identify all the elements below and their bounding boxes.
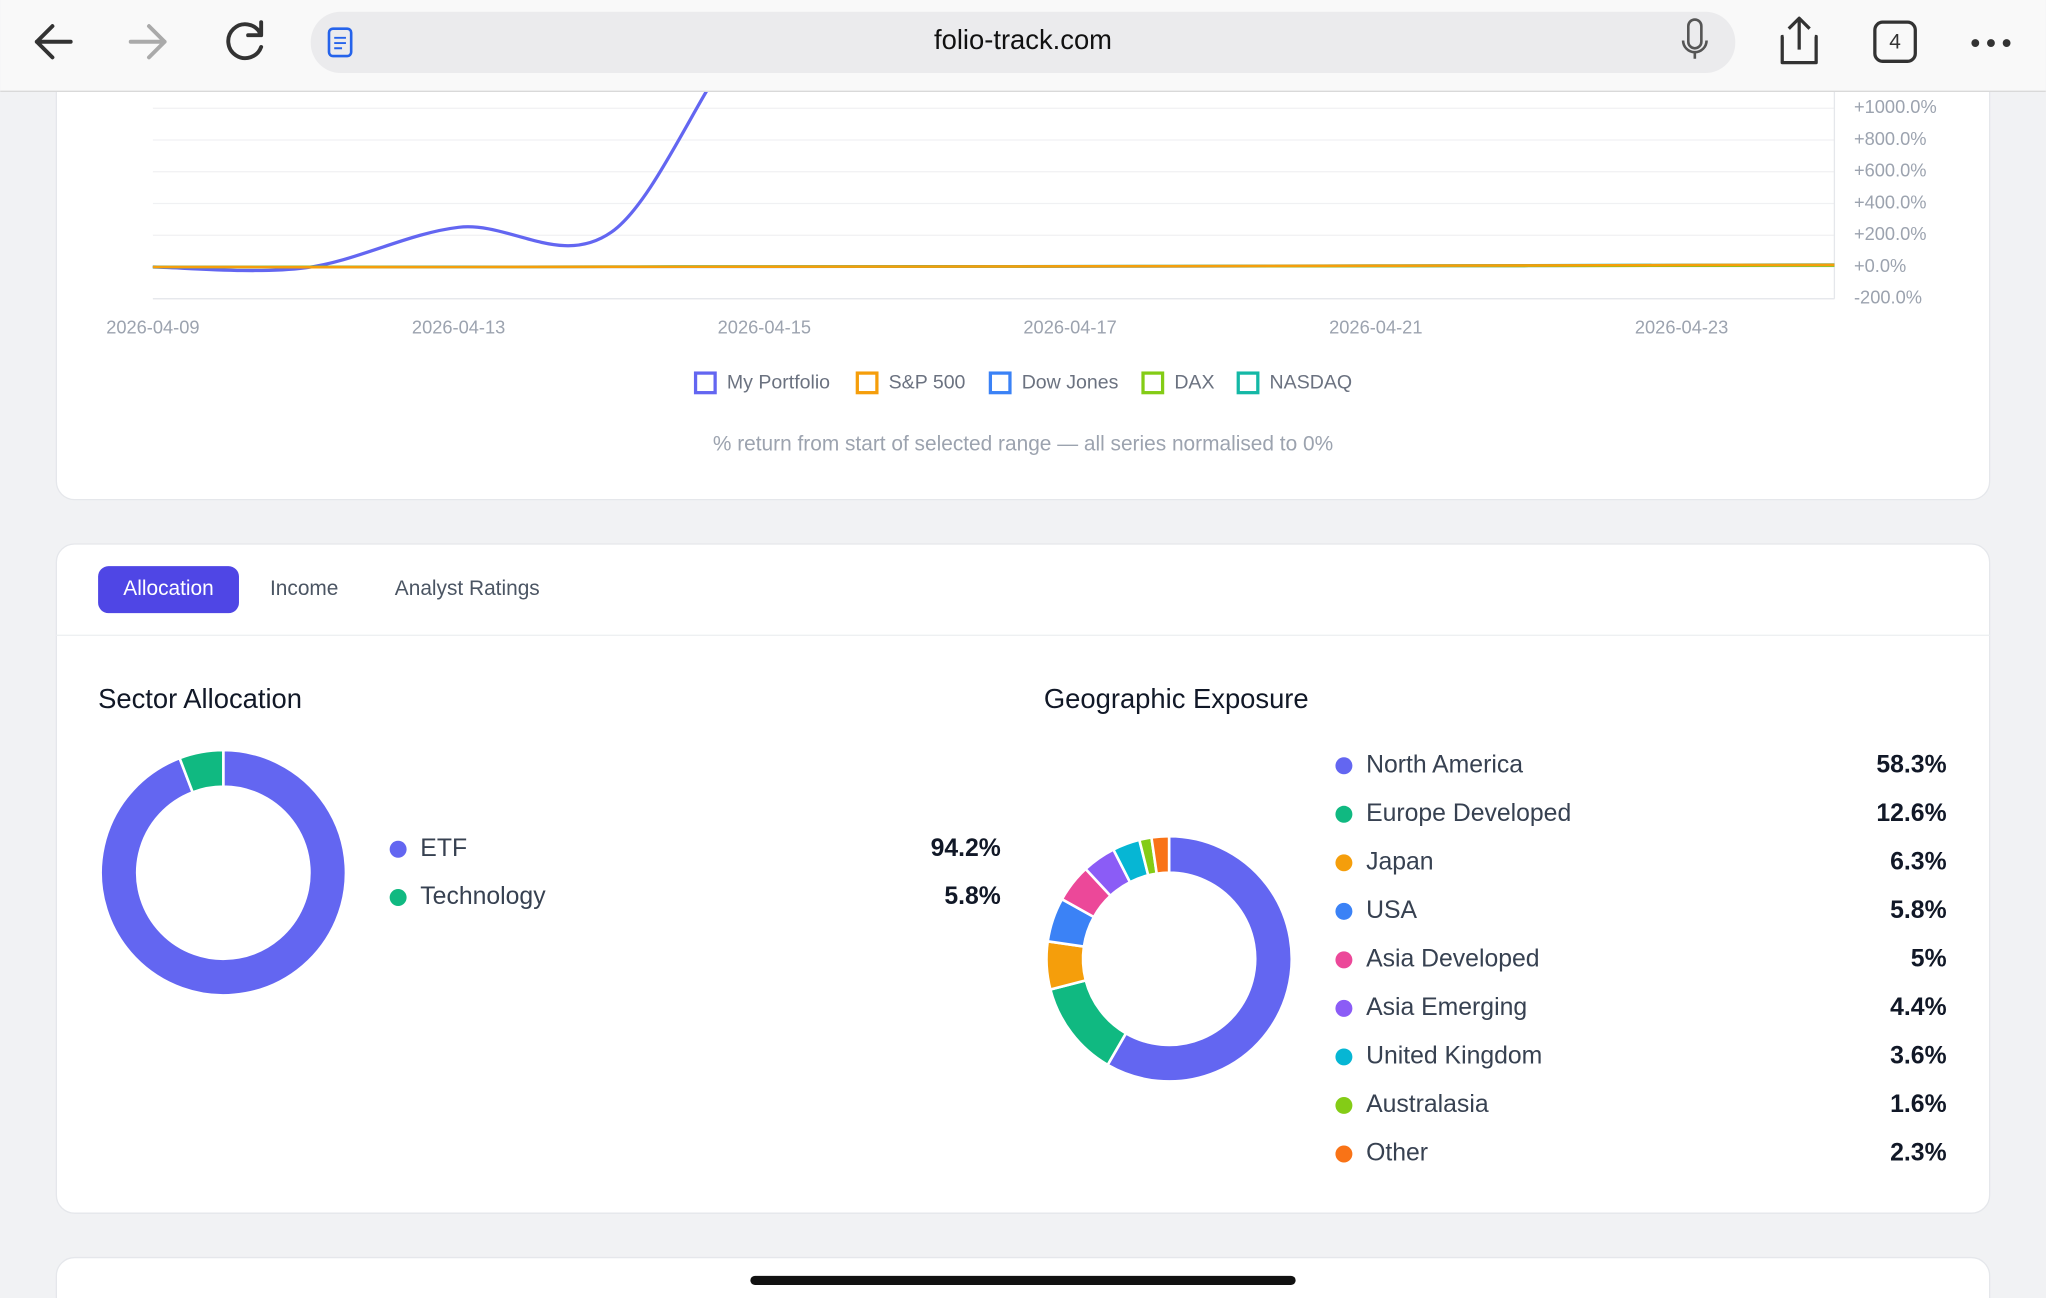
value-label: 5% xyxy=(1911,945,1947,972)
legend-dot xyxy=(1335,1145,1353,1163)
legend-dot xyxy=(1335,757,1353,775)
legend-swatch xyxy=(1236,371,1260,395)
tab[interactable]: Allocation xyxy=(123,577,213,600)
value-label: 6.3% xyxy=(1890,848,1946,875)
value-label: 12.6% xyxy=(1876,800,1946,827)
value-label: 2.3% xyxy=(1890,1140,1946,1167)
plot xyxy=(152,91,1835,273)
legend-dot xyxy=(1335,805,1353,823)
legend-dot xyxy=(1335,951,1353,969)
legend-swatch xyxy=(693,371,717,395)
value-label: 5.8% xyxy=(1890,897,1946,924)
legend-label: ETF xyxy=(420,835,467,862)
page-icon-lines xyxy=(334,36,346,50)
address-bar[interactable] xyxy=(310,11,1736,74)
y-tick-label: +400.0% xyxy=(1854,191,1927,212)
legend-label: Japan xyxy=(1366,848,1433,875)
legend-label: DAX xyxy=(1174,372,1214,394)
sector-title: Sector Allocation xyxy=(98,683,302,714)
x-tick-label: 2026-04-23 xyxy=(1635,317,1728,338)
value-label: 3.6% xyxy=(1890,1042,1946,1069)
tabs-button[interactable] xyxy=(1873,20,1917,63)
forward-button[interactable] xyxy=(128,24,167,60)
x-tick-label: 2026-04-21 xyxy=(1329,317,1422,338)
legend-swatch xyxy=(1141,371,1165,395)
legend-label: Australasia xyxy=(1366,1091,1489,1118)
home-indicator xyxy=(750,1275,1296,1285)
legend-swatch xyxy=(988,371,1012,395)
tab-count: 4 xyxy=(1889,31,1901,54)
legend-label: NASDAQ xyxy=(1270,372,1353,394)
url: folio-track.com xyxy=(934,24,1112,55)
geo-title: Geographic Exposure xyxy=(1044,683,1309,714)
legend-dot xyxy=(1335,1048,1353,1066)
legend-dot xyxy=(1335,854,1353,872)
y-tick-label: +600.0% xyxy=(1854,160,1927,181)
legend-dot xyxy=(1335,902,1353,920)
donut-segment xyxy=(99,748,348,997)
legend-dot xyxy=(389,840,407,858)
share-button[interactable] xyxy=(1780,16,1818,65)
legend-label: USA xyxy=(1366,897,1417,924)
mic-button[interactable] xyxy=(1681,18,1708,59)
legend-swatch xyxy=(855,371,879,395)
y-tick-label: +800.0% xyxy=(1854,128,1927,149)
value-label: 58.3% xyxy=(1876,751,1946,778)
legend-label: United Kingdom xyxy=(1366,1042,1542,1069)
legend-label: Asia Emerging xyxy=(1366,994,1527,1021)
legend-label: Technology xyxy=(420,883,546,910)
y-tick-label: +200.0% xyxy=(1854,223,1927,244)
tab[interactable]: Income xyxy=(270,577,338,600)
chart-layer: Allocation Income Analyst Ratings -200.0% +0… xyxy=(98,91,1947,1167)
legend-label: Europe Developed xyxy=(1366,800,1571,827)
legend-label: Other xyxy=(1366,1140,1428,1167)
value-label: 1.6% xyxy=(1890,1091,1946,1118)
donut-segment xyxy=(1105,834,1294,1083)
y-tick-label: +1000.0% xyxy=(1854,96,1937,117)
y-tick-label: +0.0% xyxy=(1854,255,1906,276)
value-label: 5.8% xyxy=(944,883,1000,910)
value-label: 4.4% xyxy=(1890,994,1946,1021)
x-tick-label: 2026-04-09 xyxy=(106,317,199,338)
x-tick-label: 2026-04-13 xyxy=(412,317,505,338)
legend-dot xyxy=(389,889,407,906)
value-label: 94.2% xyxy=(931,835,1001,862)
allocation-card xyxy=(55,543,1991,1214)
tab-active-bg[interactable] xyxy=(98,566,239,614)
y-tick-label: -200.0% xyxy=(1854,287,1922,308)
more-button[interactable] xyxy=(1971,39,2011,47)
legend-label: North America xyxy=(1366,751,1523,778)
legend-label: S&P 500 xyxy=(889,372,966,394)
series-line xyxy=(152,263,1835,269)
back-button[interactable] xyxy=(34,24,73,60)
legend-label: Asia Developed xyxy=(1366,945,1539,972)
reload-button[interactable] xyxy=(226,20,264,61)
tab[interactable]: Analyst Ratings xyxy=(395,577,540,600)
legend-dot xyxy=(1335,1096,1353,1114)
performance-card xyxy=(55,25,1991,501)
legend-label: My Portfolio xyxy=(727,372,830,394)
donut-segment xyxy=(1045,939,1088,992)
donut-segment xyxy=(1149,834,1171,876)
x-tick-label: 2026-04-15 xyxy=(718,317,811,338)
series-line xyxy=(152,91,709,273)
chart-caption: % return from start of selected range — … xyxy=(713,432,1333,455)
page-icon xyxy=(327,27,353,58)
legend-dot xyxy=(1335,999,1353,1017)
donut-segment xyxy=(177,748,225,794)
x-tick-label: 2026-04-17 xyxy=(1023,317,1116,338)
legend-label: Dow Jones xyxy=(1022,372,1119,394)
